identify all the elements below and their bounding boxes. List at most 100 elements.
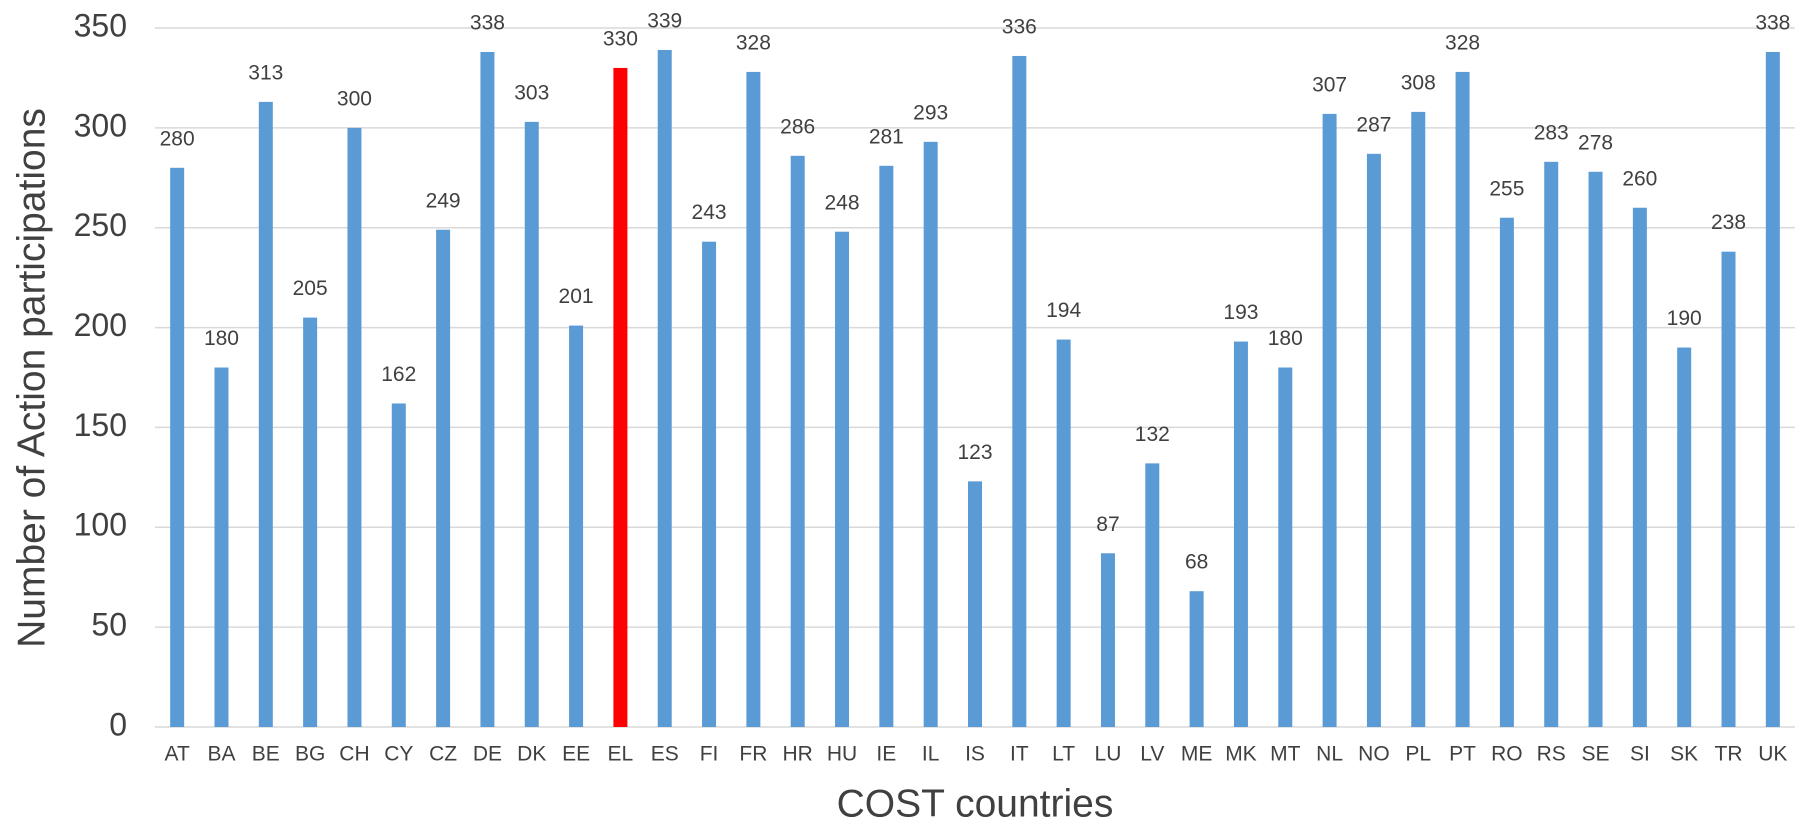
bar [790,155,805,727]
bar [524,121,539,727]
bar [1100,553,1115,727]
data-label: 328 [736,31,771,54]
bar [1677,347,1692,727]
x-tick-label: MK [1225,743,1257,766]
data-label: 238 [1711,211,1746,234]
y-tick-label: 200 [74,307,127,343]
bar [1588,171,1603,727]
x-tick-label: SE [1582,743,1610,766]
bar [1012,55,1027,727]
x-tick-label: EL [608,743,634,766]
x-tick-label: NL [1316,743,1343,766]
bar [1411,111,1426,727]
x-tick-label: DE [473,743,502,766]
x-tick-label: PT [1449,743,1476,766]
x-tick-label: EE [562,743,590,766]
data-label: 190 [1667,307,1702,330]
data-label: 278 [1578,131,1613,154]
bar [303,317,318,727]
x-tick-label: IS [965,743,985,766]
x-tick-label: MT [1270,743,1300,766]
bar [835,231,850,728]
bar [1189,591,1204,727]
bar [170,167,185,728]
bar [391,403,406,727]
data-label: 123 [957,441,992,464]
x-tick-label: IT [1010,743,1029,766]
x-tick-label: SK [1670,743,1698,766]
bar [879,165,894,727]
bar [436,229,451,727]
y-tick-label: 250 [74,207,127,243]
data-label: 255 [1489,177,1524,200]
x-tick-label: IL [922,743,940,766]
x-tick-label: UK [1758,743,1787,766]
x-axis-title: COST countries [837,782,1114,825]
data-label: 287 [1356,113,1391,136]
y-tick-label: 50 [91,607,127,643]
bar [1765,51,1780,728]
x-tick-label: BE [252,743,280,766]
bar [1721,251,1736,727]
bar [1499,217,1514,727]
data-label: 260 [1622,167,1657,190]
x-tick-label: HR [783,743,813,766]
x-tick-label: NO [1358,743,1390,766]
x-tick-label: FI [700,743,719,766]
bar [1056,339,1071,727]
bar [1366,153,1381,727]
bar [214,367,229,727]
bar [657,49,672,728]
x-tick-label: LU [1095,743,1122,766]
bar [1233,341,1248,727]
data-label: 243 [692,201,727,224]
data-label: 313 [248,61,283,84]
data-label: 248 [825,191,860,214]
x-tick-label: CH [339,743,369,766]
x-tick-label: RS [1537,743,1566,766]
bar [258,101,273,727]
data-label: 281 [869,125,904,148]
y-tick-label: 300 [74,107,127,143]
bar [923,141,938,727]
x-tick-label: ME [1181,743,1213,766]
x-tick-label: ES [651,743,679,766]
x-tick-label: SI [1630,743,1650,766]
x-tick-label: AT [165,743,190,766]
bar [1632,207,1647,727]
data-label: 162 [381,363,416,386]
x-tick-label: IE [876,743,896,766]
data-label: 249 [426,189,461,212]
data-label: 339 [647,10,682,33]
data-label: 300 [337,87,372,110]
data-label: 303 [514,81,549,104]
x-tick-label: PL [1405,743,1431,766]
x-tick-label: CZ [429,743,457,766]
bar [1278,367,1293,727]
data-label: 286 [780,115,815,138]
bar [480,51,495,728]
data-label: 308 [1401,71,1436,94]
data-label: 132 [1135,423,1170,446]
data-label: 205 [293,277,328,300]
y-tick-label: 100 [74,507,127,543]
x-tick-label: LV [1140,743,1164,766]
x-tick-label: LT [1052,743,1075,766]
bar [746,71,761,728]
x-tick-label: HU [827,743,857,766]
data-label: 330 [603,27,638,50]
bar [569,325,584,727]
data-label: 180 [1268,327,1303,350]
data-label: 283 [1534,121,1569,144]
data-label: 338 [470,12,505,35]
x-tick-label: BG [295,743,325,766]
data-label: 193 [1223,301,1258,324]
data-label: 87 [1096,513,1119,536]
data-label: 68 [1185,551,1208,574]
y-tick-label: 350 [74,7,127,43]
x-tick-label: DK [517,743,546,766]
data-label: 293 [913,101,948,124]
data-label: 180 [204,327,239,350]
bar [968,481,982,727]
